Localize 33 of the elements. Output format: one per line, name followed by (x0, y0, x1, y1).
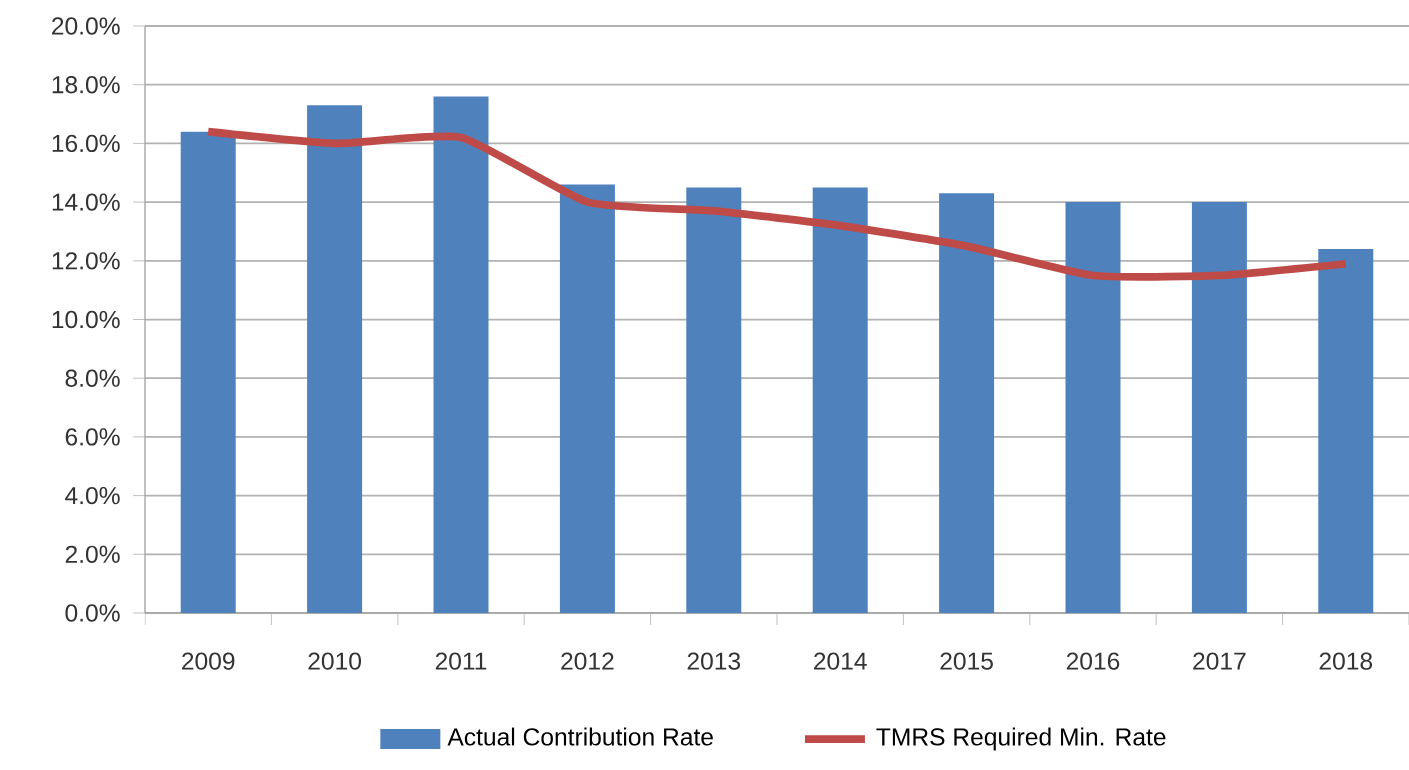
y-tick-label: 14.0% (52, 193, 120, 211)
x-tick-label: 2009 (182, 652, 235, 670)
bar (812, 187, 868, 613)
bar (433, 96, 489, 613)
y-tick-label: 0.0% (65, 604, 120, 622)
x-tick-label: 2018 (1319, 652, 1373, 670)
y-tick-label: 2.0% (65, 545, 120, 563)
x-tick-label: 2017 (1193, 652, 1246, 670)
bar (686, 187, 742, 613)
x-tick-label: 2015 (940, 652, 993, 670)
x-tick-label: 2016 (1066, 652, 1120, 670)
x-tick-label: 2011 (435, 652, 487, 670)
legend-label: Actual Contribution Rate (447, 727, 713, 746)
y-tick-label: 10.0% (52, 310, 120, 329)
bar (307, 105, 363, 613)
bar (1065, 202, 1121, 613)
y-tick-label: 18.0% (52, 76, 120, 94)
x-tick-label: 2014 (814, 652, 867, 670)
x-tick-label: 2010 (308, 652, 362, 670)
bar (1191, 202, 1247, 613)
x-tick-label: 2013 (687, 652, 741, 670)
y-tick-label: 6.0% (65, 428, 120, 446)
bar (559, 184, 615, 613)
bar (939, 193, 995, 613)
y-tick-label: 12.0% (52, 252, 120, 270)
y-tick-label: 8.0% (65, 369, 120, 387)
bar (1318, 249, 1374, 613)
y-tick-label: 16.0% (52, 134, 120, 153)
x-tick-label: 2012 (561, 652, 614, 670)
bar (180, 131, 236, 613)
y-tick-label: 20.0% (52, 17, 120, 35)
legend-label: TMRS Required Min. Rate (876, 727, 1166, 751)
y-tick-label: 4.0% (65, 486, 120, 505)
